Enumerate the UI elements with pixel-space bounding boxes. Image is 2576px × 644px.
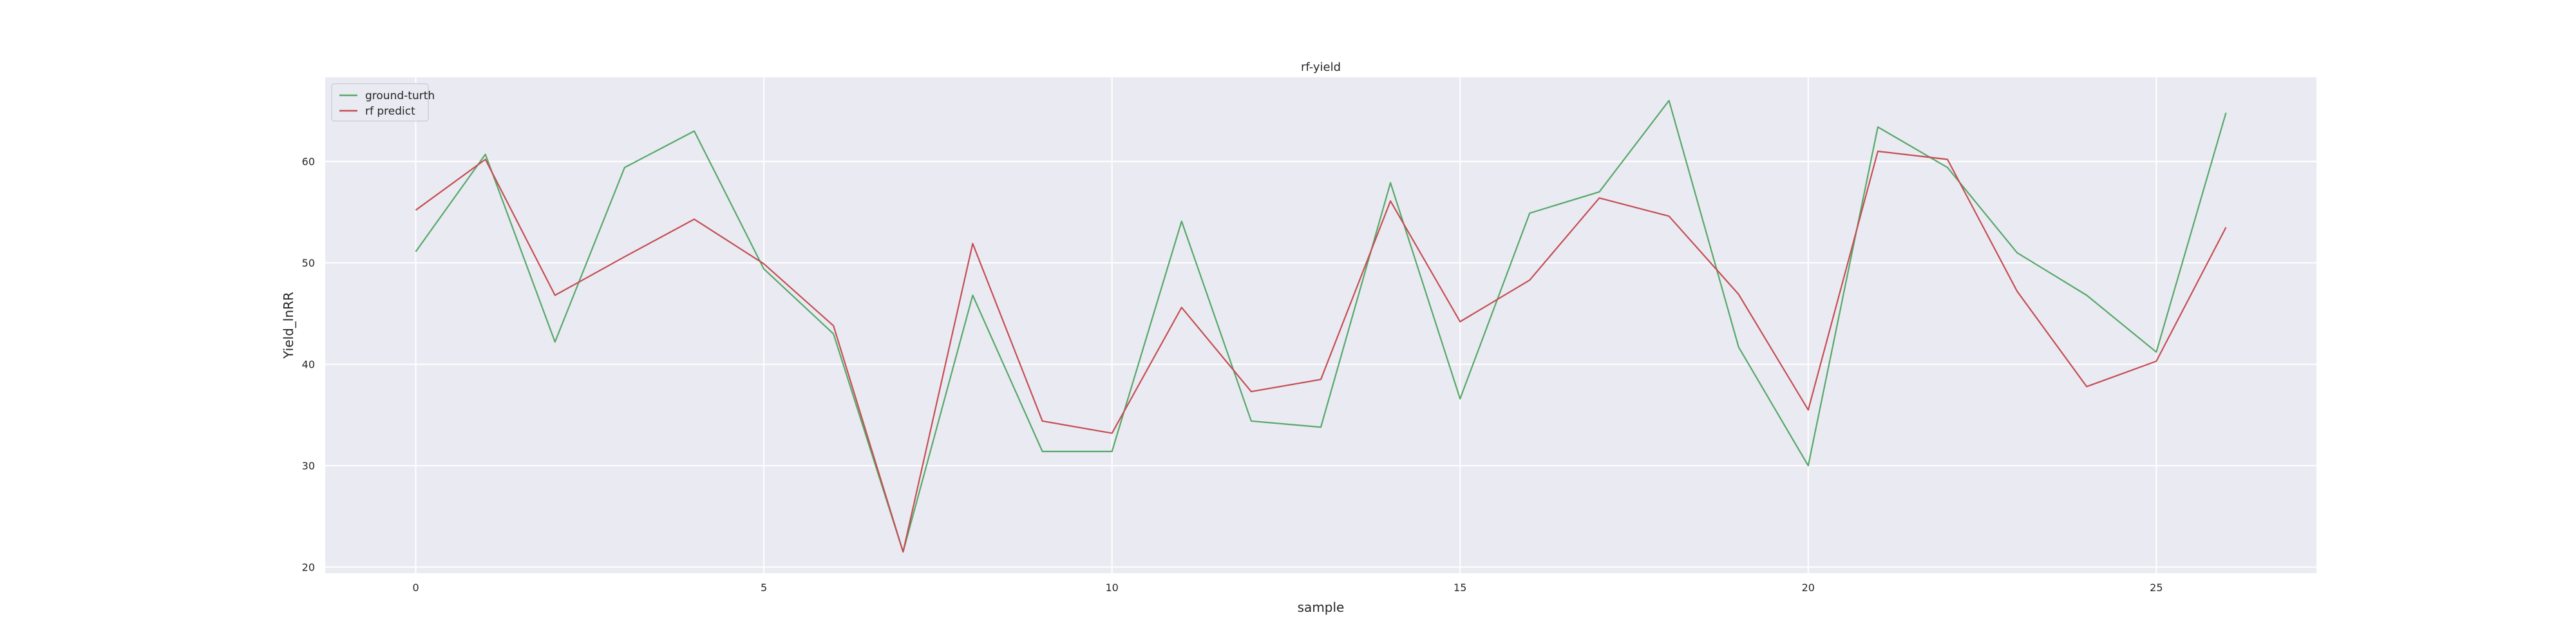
- series-line-ground-turth: [415, 100, 2227, 553]
- legend: ground-turth rf predict: [331, 83, 435, 122]
- legend-box: [331, 83, 429, 122]
- x-tick-label: 15: [1454, 582, 1466, 594]
- legend-label-rf-predict: rf predict: [365, 105, 415, 118]
- x-tick-label: 0: [412, 582, 419, 594]
- y-tick-label: 30: [302, 460, 315, 472]
- chart-title: rf-yield: [1301, 61, 1341, 74]
- plot-area: [325, 77, 2316, 573]
- x-tick-label: 10: [1105, 582, 1118, 594]
- y-tick-label: 40: [302, 359, 315, 371]
- y-axis-ticks: 20 30 40 50 60: [302, 156, 315, 574]
- x-tick-label: 5: [761, 582, 767, 594]
- x-axis-ticks: 0 5 10 15 20 25: [412, 582, 2163, 594]
- series-lines: [415, 100, 2227, 553]
- y-tick-label: 60: [302, 156, 315, 168]
- series-line-rf-predict: [415, 150, 2227, 553]
- y-tick-label: 20: [302, 562, 315, 574]
- legend-label-ground-turth: ground-turth: [365, 90, 435, 102]
- grid: [325, 77, 2316, 573]
- x-tick-label: 20: [1802, 582, 1815, 594]
- x-axis-label: sample: [1298, 600, 1345, 615]
- y-axis-label: Yield_lnRR: [281, 292, 296, 359]
- x-tick-label: 25: [2150, 582, 2163, 594]
- y-tick-label: 50: [302, 257, 315, 269]
